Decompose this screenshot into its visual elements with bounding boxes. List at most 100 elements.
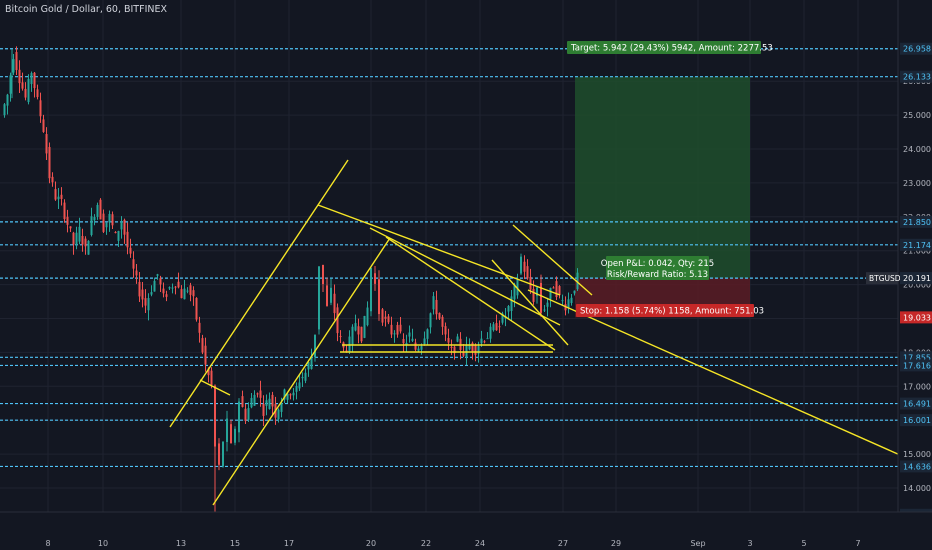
level-tag-label: 26.958 (903, 45, 931, 54)
candle-body (132, 259, 135, 269)
candle-body (396, 325, 399, 335)
candle-body (51, 176, 54, 183)
candle-body (462, 352, 465, 356)
candle-body (60, 194, 63, 199)
candle-body (345, 350, 348, 352)
candle-body (378, 279, 380, 315)
candle-body (111, 214, 114, 226)
candle-body (198, 322, 201, 333)
level-tag-label: 14.636 (903, 462, 931, 471)
candle-body (417, 348, 420, 351)
candle-body (268, 398, 271, 409)
level-tag (900, 238, 932, 251)
candle-body (314, 334, 316, 358)
candle-body (256, 393, 259, 395)
candle-body (222, 441, 224, 467)
candle-body (162, 288, 165, 294)
candle-body (42, 119, 45, 132)
candle-body (150, 292, 153, 295)
candle-body (426, 329, 429, 339)
candle-body (259, 390, 262, 398)
candle-body (48, 146, 51, 179)
candle-body (262, 403, 265, 416)
candle-body (435, 299, 438, 315)
candle-body (390, 324, 393, 335)
candle-body (363, 315, 366, 338)
candle-body (326, 285, 328, 306)
candle-body (405, 342, 408, 345)
trendline (317, 204, 561, 296)
candle-body (507, 306, 510, 312)
candle-body (271, 394, 274, 407)
candle-body (81, 236, 84, 245)
candle-body (289, 394, 292, 396)
candle-body (483, 341, 486, 343)
candle-body (90, 216, 93, 236)
level-tag-label: 26.133 (903, 73, 931, 82)
candle-body (156, 274, 159, 276)
candle-body (567, 299, 570, 309)
candle-body (411, 338, 414, 341)
candle-body (159, 278, 162, 285)
candle-body (354, 323, 357, 331)
x-tick-label: 5 (801, 539, 806, 548)
candle-body (63, 202, 66, 220)
y-tick-label: 25.000 (903, 111, 931, 120)
candle-body (36, 89, 39, 97)
candle-body (189, 285, 192, 295)
candle-body (486, 338, 489, 340)
candle-body (489, 326, 492, 339)
candle-body (351, 326, 354, 346)
level-tag (900, 42, 932, 55)
candle-body (265, 400, 268, 406)
candle-body (165, 294, 168, 297)
candle-body (468, 345, 471, 350)
candle-body (99, 199, 102, 220)
candle-body (114, 231, 117, 233)
candle-body (174, 286, 177, 288)
candle-body (374, 273, 376, 284)
candle-body (126, 231, 129, 248)
candle-body (138, 281, 141, 297)
x-tick-label: 13 (176, 539, 186, 548)
candle-body (30, 73, 33, 85)
candle-body (12, 59, 15, 73)
candle-body (573, 290, 576, 294)
candle-body (333, 293, 336, 314)
pnl-label-box (606, 256, 709, 280)
candle-body (247, 408, 250, 420)
candle-body (453, 346, 456, 354)
candle-body (204, 345, 207, 365)
candle-body (24, 88, 27, 98)
candle-body (301, 376, 304, 379)
candle-body (393, 333, 396, 335)
candle-body (438, 313, 441, 319)
rr-text: Risk/Reward Ratio: 5.13 (607, 270, 708, 280)
target-label-box (567, 41, 761, 54)
candle-body (6, 94, 9, 106)
current-price-label: 20.191 (903, 274, 931, 283)
candle-body (477, 346, 480, 354)
candle-body (283, 389, 286, 400)
candle-body (339, 335, 342, 338)
candle-body (120, 221, 123, 230)
candle-body (105, 222, 108, 228)
trendline (369, 227, 561, 326)
candle-body (195, 297, 198, 320)
candle-body (520, 256, 522, 274)
level-tag-label: 17.855 (903, 353, 931, 362)
candle-body (9, 75, 12, 94)
x-tick-label: 7 (855, 539, 860, 548)
candle-body (153, 280, 156, 292)
candle-body (336, 307, 339, 334)
candles (3, 46, 579, 514)
y-tick-label: 17.000 (903, 382, 931, 391)
candle-body (399, 324, 402, 332)
candle-body (207, 368, 210, 376)
candle-body (402, 338, 405, 344)
candle-body (141, 289, 144, 300)
trendline (212, 237, 391, 506)
candle-body (129, 247, 132, 254)
level-tag (900, 414, 932, 427)
